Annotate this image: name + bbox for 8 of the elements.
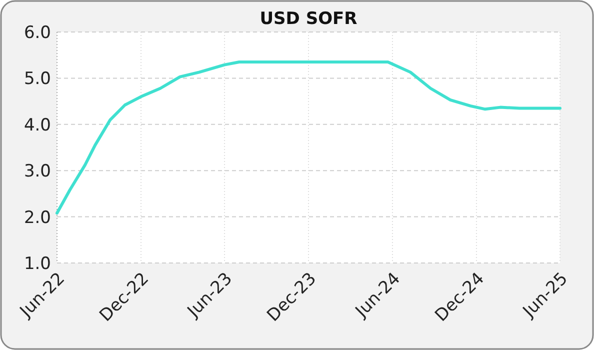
line-series [56, 60, 562, 215]
y-tick-label: 3.0 [24, 162, 51, 182]
y-tick-label: 4.0 [24, 115, 51, 136]
y-tick-label: 2.0 [24, 208, 51, 228]
y-tick-label: 5.0 [24, 69, 51, 90]
y-tick-label: 1.0 [24, 254, 51, 274]
y-tick-label: 6.0 [24, 22, 51, 43]
chart-title: USD SOFR [260, 9, 358, 29]
